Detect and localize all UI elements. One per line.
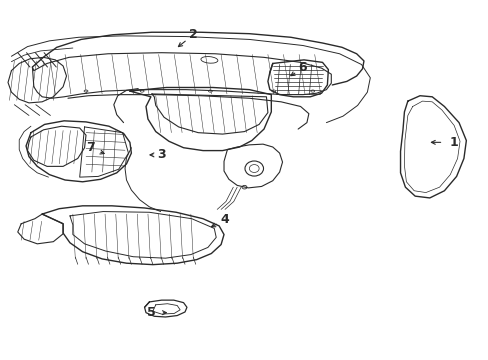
Text: 6: 6 <box>298 60 306 73</box>
Text: 4: 4 <box>220 213 229 226</box>
Text: 3: 3 <box>157 148 165 161</box>
Text: 1: 1 <box>449 136 458 149</box>
Text: 2: 2 <box>188 28 197 41</box>
Text: 7: 7 <box>86 141 95 154</box>
Text: 5: 5 <box>147 306 156 319</box>
